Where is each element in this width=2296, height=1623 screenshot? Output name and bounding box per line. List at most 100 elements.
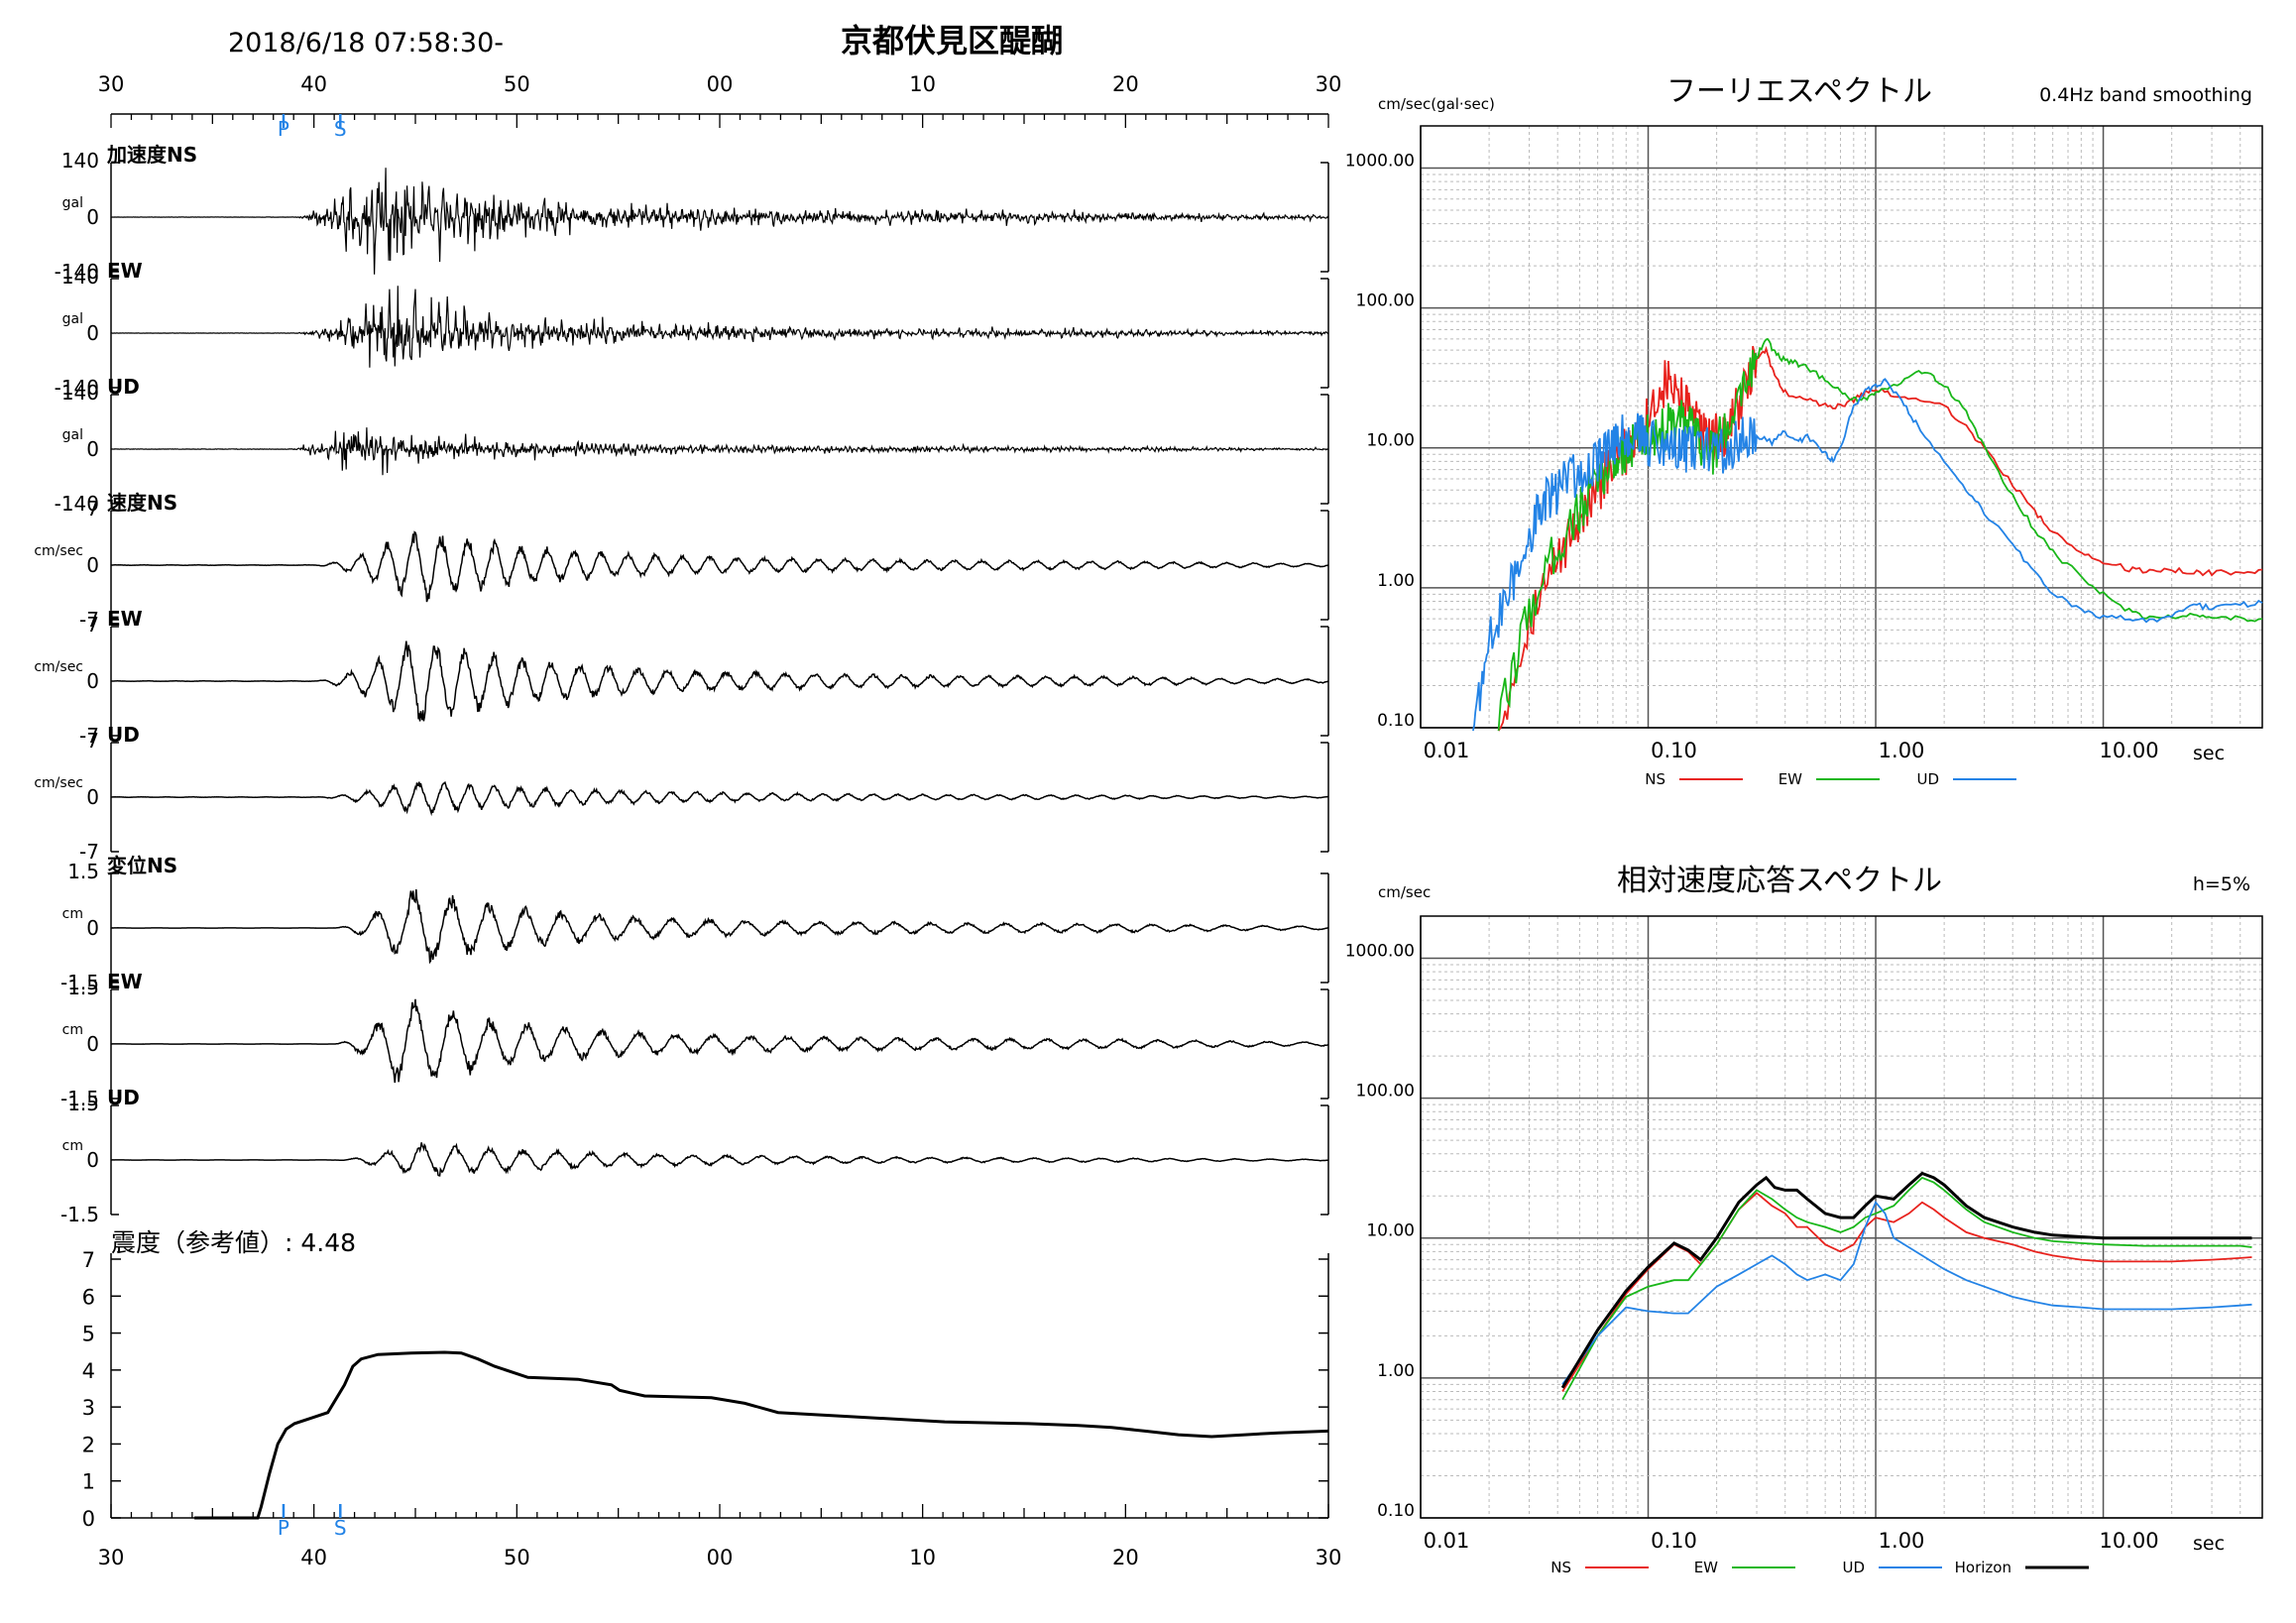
y-tick-label: 1000.00 (1345, 941, 1415, 961)
x-tick-label: 1.00 (1879, 739, 1925, 762)
waveform-panels: 加速度NS 140 0 -140 gal EW 140 0 -140 gal UD 140 0 -140 g… (34, 143, 1329, 1226)
time-tick-label: 30 (98, 1546, 125, 1569)
time-tick-label: 00 (707, 72, 734, 96)
waveform-panel-acc_ud: UD 140 0 -140 gal (55, 375, 1329, 516)
waveform-ytick: -7 (79, 608, 99, 632)
fourier-subtitle: 0.4Hz band smoothing (2039, 84, 2252, 106)
time-tick-label: 30 (1316, 72, 1342, 96)
time-tick-label: 50 (504, 72, 530, 96)
phase-marker-label: S (334, 117, 347, 141)
waveform-panel-vel_ew: EW 7 0 -7 cm/sec (34, 607, 1329, 748)
waveform-ytick: 0 (86, 437, 99, 461)
x-tick-label: 0.10 (1651, 739, 1697, 762)
x-tick-label: 0.10 (1651, 1529, 1697, 1553)
intensity-ytick-label: 6 (82, 1285, 95, 1309)
time-tick-label: 40 (300, 72, 327, 96)
time-axis-bottom: 30 40 50 00 10 20 30 P S (98, 1504, 1341, 1569)
waveform-ytick: -140 (55, 260, 99, 284)
waveform-unit: cm/sec (34, 543, 83, 559)
legend-label: Horizon (1955, 1559, 2011, 1576)
time-tick-label: 20 (1112, 72, 1139, 96)
waveform-trace (110, 168, 1329, 275)
waveform-ytick: 0 (86, 553, 99, 577)
waveform-panel-dis_ns: 変位NS 1.5 0 -1.5 cm (60, 854, 1329, 994)
legend-label: EW (1694, 1559, 1718, 1576)
waveform-ytick: 1.5 (67, 976, 99, 999)
waveform-panel-dis_ud: UD 1.5 0 -1.5 cm (60, 1086, 1329, 1226)
response-subtitle: h=5% (2193, 873, 2250, 895)
intensity-ytick-label: 2 (82, 1433, 95, 1456)
waveform-trace (111, 640, 1329, 722)
y-tick-label: 1.00 (1377, 1361, 1415, 1381)
series-ew (1561, 1176, 2252, 1401)
intensity-ytick-label: 5 (82, 1323, 95, 1346)
waveform-label: UD (107, 375, 140, 399)
waveform-unit: cm/sec (34, 775, 83, 791)
waveform-ytick: -7 (79, 840, 99, 864)
plot-frame (1420, 915, 2263, 1519)
y-tick-label: 10.00 (1366, 431, 1415, 451)
intensity-ytick-label: 0 (82, 1507, 95, 1531)
intensity-chart: 7 6 5 4 3 2 1 0 (82, 1248, 1329, 1531)
waveform-trace (111, 998, 1329, 1084)
waveform-trace (111, 889, 1329, 965)
waveform-trace (111, 286, 1329, 368)
waveform-unit: cm (62, 1022, 83, 1038)
waveform-label: EW (107, 259, 143, 283)
waveform-ytick: 0 (86, 916, 99, 940)
time-tick-label: 10 (909, 72, 936, 96)
waveform-panel-acc_ns: 加速度NS 140 0 -140 gal (55, 143, 1329, 284)
y-tick-label: 10.00 (1366, 1221, 1415, 1241)
intensity-title: 震度（参考値）: 4.48 (111, 1228, 356, 1257)
waveform-ytick: -140 (55, 376, 99, 400)
waveform-ytick: 7 (86, 729, 99, 753)
waveform-ytick: 0 (86, 669, 99, 693)
legend-label: NS (1550, 1559, 1571, 1576)
intensity-ytick-label: 7 (82, 1248, 95, 1272)
time-tick-label: 40 (300, 1546, 327, 1569)
waveform-label: UD (107, 1086, 140, 1109)
time-tick-label: 20 (1112, 1546, 1139, 1569)
waveform-unit: gal (62, 427, 83, 443)
legend-label: UD (1842, 1559, 1865, 1576)
series-ew (1497, 337, 2263, 732)
waveform-ytick: -140 (55, 492, 99, 516)
waveform-ytick: 140 (61, 265, 99, 289)
waveform-panel-acc_ew: EW 140 0 -140 gal (55, 259, 1329, 400)
waveform-label: 変位NS (107, 854, 177, 877)
waveform-trace (110, 427, 1329, 476)
y-tick-label: 100.00 (1356, 291, 1415, 311)
response-ylabel: cm/sec (1378, 883, 1431, 901)
time-tick-label: 10 (909, 1546, 936, 1569)
series-ns (1561, 1192, 2252, 1392)
fourier-title: フーリエスペクトル (1666, 74, 1932, 109)
legend-label: EW (1779, 770, 1802, 788)
series-ud (1561, 1201, 2252, 1385)
waveform-ytick: 0 (86, 205, 99, 229)
waveform-label: EW (107, 607, 143, 631)
waveform-unit: gal (62, 311, 83, 327)
waveform-trace (111, 1142, 1329, 1177)
waveform-ytick: 7 (86, 613, 99, 637)
legend-label: NS (1645, 770, 1665, 788)
waveform-ytick: -1.5 (60, 1203, 99, 1226)
x-tick-label: 10.00 (2100, 739, 2159, 762)
x-tick-label: 1.00 (1879, 1529, 1925, 1553)
waveform-ytick: -7 (79, 724, 99, 748)
waveform-ytick: 0 (86, 1148, 99, 1172)
phase-marker-label: P (278, 117, 289, 141)
fourier-spectrum-chart: 0.01 0.10 1.00 10.00 sec 0.10 1.00 10.00 100.00 1… (1345, 125, 2263, 788)
waveform-unit: cm (62, 1138, 83, 1154)
waveform-ytick: 0 (86, 785, 99, 809)
waveform-panel-vel_ns: 速度NS 7 0 -7 cm/sec (34, 491, 1329, 632)
station-name: 京都伏見区醍醐 (841, 22, 1063, 59)
waveform-ytick: -1.5 (60, 1087, 99, 1110)
waveform-ytick: 1.5 (67, 860, 99, 883)
x-axis-label: sec (2193, 1533, 2225, 1555)
waveform-ytick: 140 (61, 149, 99, 173)
intensity-ytick-label: 4 (82, 1359, 95, 1383)
waveform-unit: cm (62, 906, 83, 922)
waveform-label: 加速度NS (106, 143, 197, 167)
record-datetime: 2018/6/18 07:58:30- (228, 28, 504, 58)
